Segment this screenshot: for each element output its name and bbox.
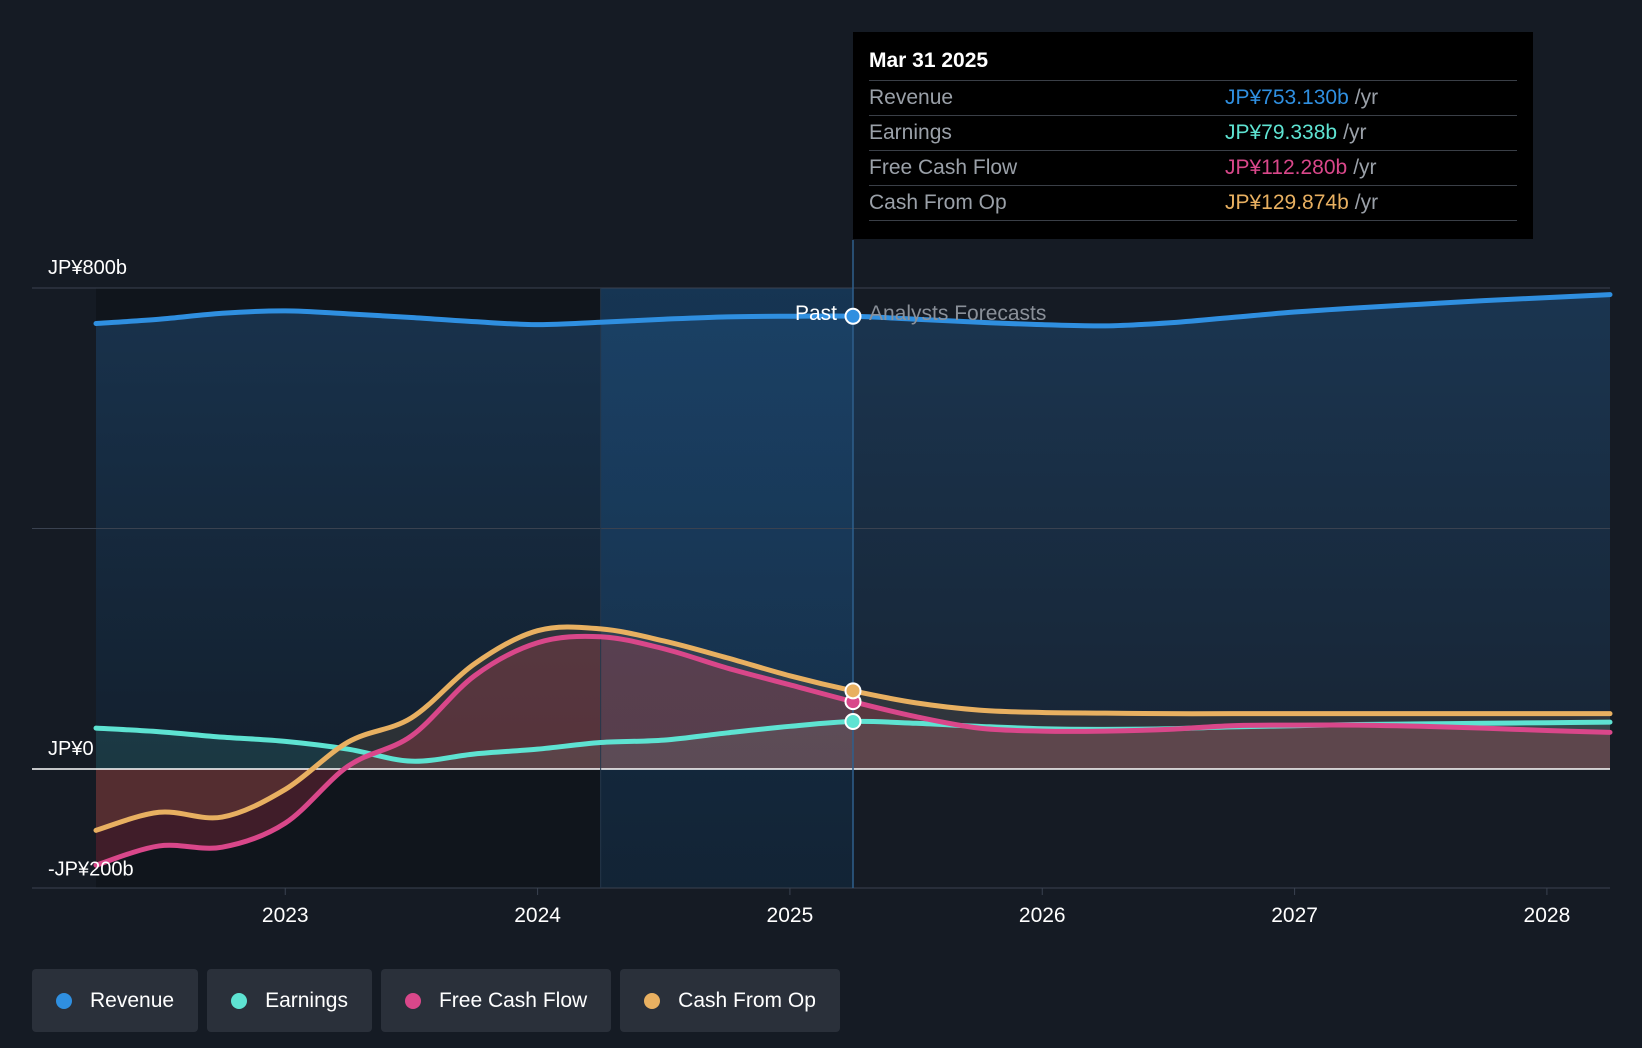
tooltip-row-label: Revenue [869, 86, 954, 109]
legend-label: Free Cash Flow [438, 988, 588, 1012]
y-tick-label: -JP¥200b [48, 858, 134, 880]
legend-item-free-cash-flow[interactable]: Free Cash Flow [380, 969, 612, 1032]
legend-label: Revenue [90, 988, 175, 1012]
tooltip-row: Revenue JP¥753.130b/yr [869, 81, 1517, 116]
past-label: Past [795, 302, 837, 325]
x-tick-label: 2025 [767, 904, 814, 927]
tooltip-date: Mar 31 2025 [869, 46, 1517, 81]
legend-label: Cash From Op [678, 988, 816, 1012]
tooltip-row-label: Cash From Op [869, 191, 1007, 214]
tooltip-row-value: JP¥129.874b [1225, 191, 1349, 214]
tooltip-row: Earnings JP¥79.338b/yr [869, 116, 1517, 151]
legend-item-revenue[interactable]: Revenue [32, 969, 199, 1032]
tooltip-row-value: JP¥753.130b [1225, 86, 1349, 109]
legend: Revenue Earnings Free Cash Flow Cash From O… [32, 969, 840, 1032]
tooltip-row-value: JP¥112.280b [1225, 156, 1348, 179]
legend-dot-icon [231, 992, 248, 1009]
legend-dot-icon [404, 992, 421, 1009]
y-tick-label: JP¥800b [48, 257, 127, 279]
legend-item-earnings[interactable]: Earnings [207, 969, 372, 1032]
x-tick-label: 2028 [1524, 904, 1571, 927]
x-tick-label: 2024 [514, 904, 561, 927]
tooltip-row-unit: /yr [1353, 156, 1377, 179]
line-free-cash-flow [93, 633, 1613, 868]
x-tick-label: 2027 [1271, 904, 1318, 927]
y-tick-label: JP¥0 [48, 738, 94, 760]
marker-revenue[interactable] [844, 307, 862, 325]
legend-label: Earnings [265, 988, 348, 1012]
tooltip-row-unit: /yr [1354, 86, 1379, 109]
tooltip-row-unit: /yr [1343, 121, 1367, 144]
x-tick-label: 2026 [1019, 904, 1066, 927]
tooltip-panel: Mar 31 2025 Revenue JP¥753.130b/yr Earning… [853, 32, 1533, 239]
tooltip-row-value: JP¥79.338b [1225, 121, 1338, 144]
line-cash-from-op [93, 624, 1613, 833]
legend-dot-icon [56, 992, 72, 1009]
forecast-label: Analysts Forecasts [869, 302, 1046, 325]
tooltip-row: Cash From Op JP¥129.874b/yr [869, 186, 1517, 221]
tooltip-row: Free Cash Flow JP¥112.280b/yr [869, 151, 1517, 186]
x-tick-label: 2023 [262, 904, 309, 927]
marker-earnings[interactable] [844, 713, 862, 731]
marker-cash-from-op[interactable] [844, 682, 862, 700]
tooltip-row-label: Free Cash Flow [869, 156, 1018, 179]
tooltip-row-label: Earnings [869, 121, 952, 144]
tooltip-row-unit: /yr [1354, 191, 1379, 214]
legend-dot-icon [644, 992, 661, 1009]
legend-item-cash-from-op[interactable]: Cash From Op [620, 969, 840, 1032]
